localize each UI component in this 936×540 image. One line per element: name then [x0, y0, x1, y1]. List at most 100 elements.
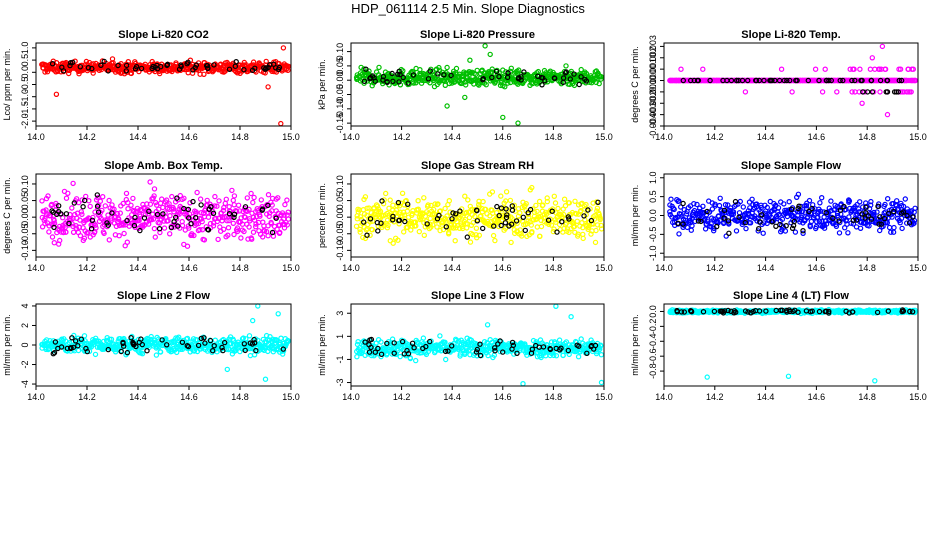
data-point: [117, 210, 124, 216]
data-point: [421, 232, 427, 238]
data-point: [201, 71, 207, 78]
data-point: [803, 202, 810, 209]
data-point: [63, 229, 69, 235]
data-point: [94, 203, 101, 209]
data-point: [49, 61, 56, 67]
data-point: [147, 179, 153, 185]
x-tick-label: 14.4: [757, 132, 775, 142]
data-point: [173, 349, 180, 356]
data-point: [551, 193, 558, 199]
data-point: [739, 77, 746, 84]
data-point: [800, 230, 806, 236]
data-point: [592, 239, 599, 246]
x-tick-label: 14.4: [129, 132, 147, 142]
data-point: [900, 209, 907, 215]
data-point: [175, 223, 181, 229]
data-point: [250, 214, 257, 221]
data-point: [890, 229, 897, 235]
data-point: [702, 226, 709, 232]
data-point: [413, 223, 419, 229]
data-point: [580, 235, 586, 242]
data-point: [781, 201, 787, 207]
data-point: [496, 212, 502, 219]
data-point: [593, 227, 599, 234]
data-point: [588, 217, 595, 224]
x-tick-label: 14.6: [180, 132, 198, 142]
plot-frame: [663, 42, 919, 127]
data-point: [137, 213, 143, 219]
data-point: [772, 77, 778, 84]
data-point: [449, 216, 455, 222]
data-point: [689, 222, 695, 229]
data-point: [684, 224, 691, 231]
data-point: [900, 203, 907, 210]
data-point: [469, 231, 476, 238]
data-point: [891, 208, 897, 215]
data-point: [65, 190, 71, 196]
data-point: [837, 77, 843, 84]
data-point: [886, 224, 893, 231]
data-point: [220, 226, 227, 232]
data-point: [680, 221, 686, 227]
data-point: [281, 212, 287, 218]
data-point: [594, 205, 601, 211]
data-point: [77, 217, 83, 223]
data-point: [85, 229, 91, 235]
data-point: [894, 198, 900, 204]
data-point: [246, 206, 252, 213]
x-tick-label: 14.2: [78, 132, 96, 142]
data-point: [828, 198, 834, 204]
data-point: [212, 337, 218, 343]
data-point: [821, 225, 828, 231]
data-point: [246, 224, 252, 230]
data-point: [787, 77, 793, 84]
data-point: [536, 198, 543, 205]
data-point: [879, 43, 886, 50]
data-point: [181, 195, 187, 201]
data-point: [284, 197, 290, 203]
data-point: [224, 217, 230, 224]
y-tick-label: -0.05: [335, 84, 345, 105]
data-point: [161, 225, 168, 231]
data-point: [904, 220, 910, 226]
x-tick-label: 14.4: [443, 392, 461, 402]
data-point: [73, 225, 80, 231]
data-point: [102, 203, 109, 209]
data-point: [231, 231, 237, 238]
data-point: [92, 222, 99, 228]
data-point: [405, 201, 411, 207]
data-point: [578, 66, 584, 73]
data-point: [571, 71, 577, 77]
y-tick-label: 0.10: [335, 43, 345, 61]
scatter-points: [353, 184, 605, 246]
y-tick-label: 0.05: [335, 192, 345, 210]
data-point: [467, 239, 474, 245]
panel-title: Slope Li-820 CO2: [118, 29, 208, 41]
data-point: [204, 226, 211, 233]
data-point: [514, 80, 520, 86]
data-point: [545, 217, 552, 223]
data-point: [806, 208, 812, 215]
data-point: [210, 210, 217, 216]
data-point: [875, 203, 881, 209]
data-point: [124, 239, 131, 245]
y-axis-label: degrees C per min.: [630, 46, 640, 123]
data-point: [47, 213, 54, 219]
y-axis-label: percent per min.: [317, 183, 327, 248]
y-tick-label: -1: [335, 355, 345, 363]
y-tick-label: 0.003: [648, 35, 658, 58]
data-point: [522, 227, 529, 234]
x-tick-label: 14.2: [78, 263, 96, 273]
scatter-points: [39, 179, 292, 249]
data-point: [168, 224, 175, 231]
data-point: [562, 202, 569, 209]
data-point: [107, 336, 113, 342]
data-point: [269, 229, 276, 236]
data-point: [876, 221, 882, 227]
data-point: [502, 220, 509, 226]
data-point: [805, 77, 812, 84]
data-point: [853, 217, 860, 223]
data-point: [845, 230, 851, 236]
